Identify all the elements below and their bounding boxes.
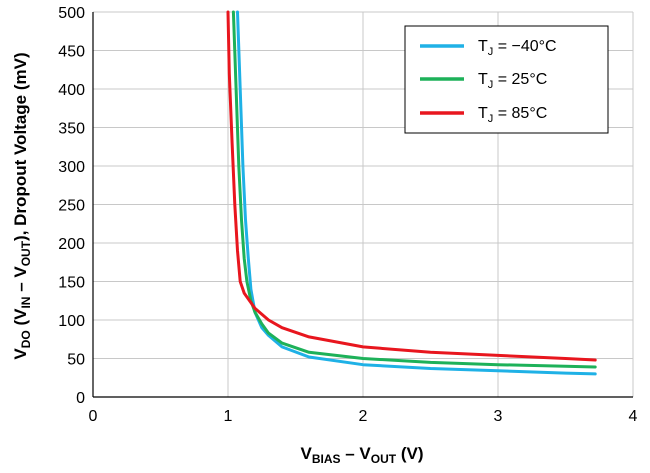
y-axis-title: VDO (VIN – VOUT), Dropout Voltage (mV) xyxy=(11,52,33,359)
x-tick-label: 0 xyxy=(89,408,98,425)
x-axis-title: VBIAS – VOUT (V) xyxy=(301,444,424,466)
y-tick-label: 50 xyxy=(67,352,85,369)
y-tick-label: 350 xyxy=(58,121,85,138)
y-tick-label: 300 xyxy=(58,159,85,176)
y-tick-label: 500 xyxy=(58,5,85,22)
y-tick-label: 450 xyxy=(58,44,85,61)
legend: TJ = −40°C TJ = 25°C TJ = 85°C xyxy=(404,25,609,134)
legend-label-85: TJ = 85°C xyxy=(478,105,547,125)
y-tick-label: 250 xyxy=(58,198,85,215)
x-tick-label: 4 xyxy=(629,408,638,425)
series-line-0 xyxy=(236,10,597,376)
x-tick-label: 2 xyxy=(359,408,368,425)
series-line-1 xyxy=(231,10,597,369)
x-tick-label: 1 xyxy=(224,408,233,425)
y-tick-label: 400 xyxy=(58,82,85,99)
tick-labels: 0 50 100 150 200 250 300 350 400 450 500 0 1 2 3 4 xyxy=(58,5,637,425)
axes xyxy=(92,12,633,398)
y-tick-label: 150 xyxy=(58,275,85,292)
legend-label-minus40: TJ = −40°C xyxy=(478,38,557,58)
y-tick-label: 0 xyxy=(76,390,85,407)
series-line-2 xyxy=(226,10,597,362)
series-lines xyxy=(226,10,597,376)
legend-label-25: TJ = 25°C xyxy=(478,71,547,91)
x-tick-label: 3 xyxy=(494,408,503,425)
y-tick-label: 100 xyxy=(58,313,85,330)
y-tick-label: 200 xyxy=(58,236,85,253)
